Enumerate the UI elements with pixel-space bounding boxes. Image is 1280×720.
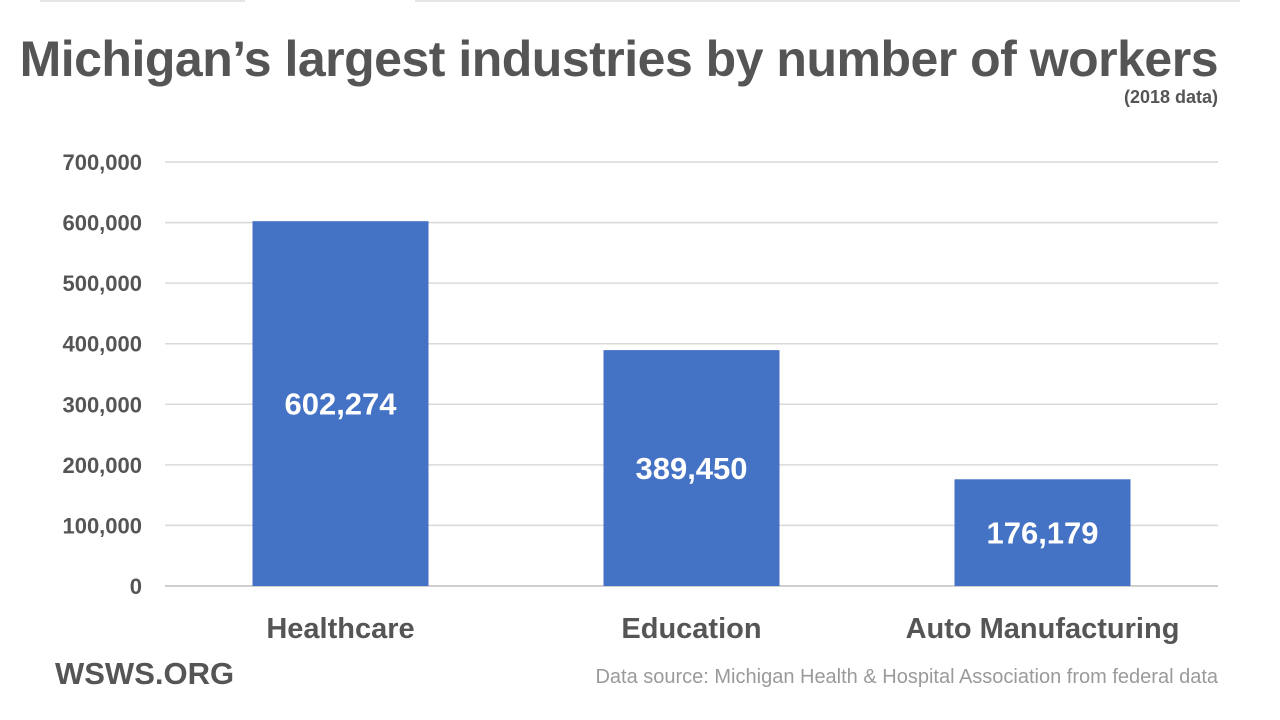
bars [252,221,1131,586]
y-tick-label: 600,000 [62,211,142,236]
top-rule-right [415,0,1240,2]
data-labels: 602,274 389,450 176,179 [284,387,1098,551]
data-source-note: Data source: Michigan Health & Hospital … [595,666,1218,688]
data-label: 176,179 [986,516,1098,551]
data-label: 602,274 [284,387,397,422]
chart-subtitle: (2018 data) [1123,87,1218,107]
x-category-label: Education [621,613,761,645]
x-category-label: Auto Manufacturing [906,613,1180,645]
y-tick-label: 400,000 [62,332,142,357]
y-axis-ticks: 0 100,000 200,000 300,000 400,000 500,000 600,… [62,150,142,599]
y-tick-label: 100,000 [62,513,142,538]
bar-auto-manufacturing[interactable] [954,479,1131,586]
chart-title: Michigan’s largest industries by number … [19,31,1219,87]
y-tick-label: 300,000 [62,392,142,417]
bar-education[interactable] [603,350,780,586]
y-tick-label: 0 [130,574,142,599]
x-category-label: Healthcare [266,613,414,645]
bar-healthcare[interactable] [252,221,429,586]
y-tick-label: 200,000 [62,453,142,478]
y-tick-label: 500,000 [62,271,142,296]
data-label: 389,450 [635,451,747,486]
y-tick-label: 700,000 [62,150,142,175]
x-axis-labels: Healthcare Education Auto Manufacturing [266,613,1179,645]
top-rule-left [40,0,245,2]
brand-logo-text[interactable]: WSWS.ORG [55,656,235,691]
